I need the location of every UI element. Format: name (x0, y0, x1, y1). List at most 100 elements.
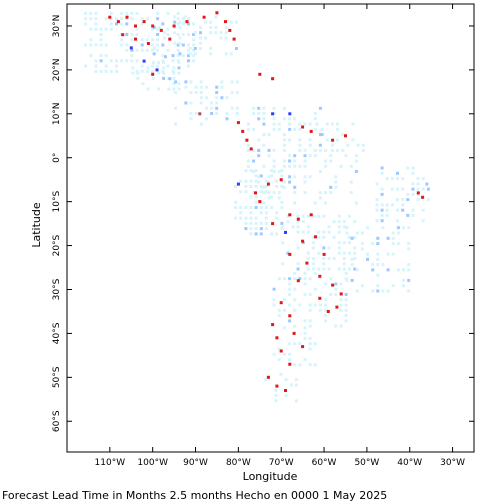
grid-cell (303, 154, 307, 158)
grid-cell (120, 11, 124, 15)
marker-red (108, 15, 112, 19)
grid-cell (322, 267, 326, 271)
grid-cell (171, 69, 175, 73)
grid-cell (239, 179, 243, 183)
grid-cell (230, 106, 234, 110)
grid-cell (348, 267, 351, 271)
grid-cell (396, 198, 399, 202)
grid-cell (272, 170, 276, 173)
grid-cell (176, 33, 180, 36)
grid-cell (120, 43, 124, 47)
marker-pale (425, 182, 429, 186)
grid-cell (351, 122, 355, 126)
grid-cell (162, 76, 166, 80)
grid-cell (406, 166, 410, 170)
grid-cell (130, 38, 134, 42)
grid-cell (94, 22, 98, 26)
grid-cell (254, 232, 258, 236)
grid-cell (215, 96, 219, 100)
grid-cell (156, 38, 160, 42)
marker-red (121, 33, 125, 37)
grid-cell (391, 252, 395, 256)
grid-cell (192, 48, 196, 52)
grid-cell (219, 36, 223, 40)
grid-cell (94, 11, 98, 15)
grid-cell (267, 148, 271, 152)
grid-cell (246, 127, 250, 131)
grid-cell (178, 26, 182, 29)
grid-cell (210, 112, 214, 115)
grid-cell (272, 287, 276, 291)
marker-blue (288, 112, 292, 116)
grid-cell (275, 185, 279, 188)
grid-cell (183, 20, 187, 24)
grid-cell (205, 117, 208, 121)
grid-cell (312, 235, 316, 239)
grid-cell (396, 219, 399, 223)
grid-cell (224, 31, 228, 35)
grid-cell (163, 31, 166, 35)
grid-cell (308, 324, 312, 328)
marker-red (271, 77, 275, 81)
plot-frame (66, 3, 475, 453)
grid-cell (156, 11, 160, 15)
grid-cell (293, 363, 297, 367)
marker-red (416, 191, 420, 195)
grid-cell (125, 59, 129, 63)
grid-cell (341, 148, 345, 152)
grid-cell (239, 206, 243, 209)
grid-cell (249, 169, 253, 173)
marker-red (159, 28, 163, 32)
grid-cell (280, 185, 284, 188)
grid-cell (115, 59, 118, 63)
grid-cell (189, 117, 193, 121)
grid-cell (396, 171, 399, 175)
grid-cell (235, 112, 239, 115)
grid-cell (205, 106, 208, 110)
grid-cell (199, 96, 203, 100)
grid-cell (337, 225, 341, 229)
grid-cell (140, 38, 144, 42)
grid-cell (109, 69, 113, 73)
grid-cell (140, 17, 144, 21)
grid-cell (192, 38, 196, 42)
grid-cell (166, 11, 170, 15)
grid-cell (318, 191, 322, 195)
grid-cell (312, 262, 316, 266)
grid-cell (322, 262, 326, 266)
plot-layer (84, 11, 430, 403)
grid-cell (306, 225, 310, 229)
grid-cell (298, 363, 302, 367)
grid-cell (380, 187, 384, 191)
grid-cell (386, 268, 390, 272)
grid-cell (327, 225, 331, 229)
grid-cell (401, 203, 405, 207)
grid-cell (277, 358, 281, 361)
grid-cell (257, 138, 261, 142)
grid-cell (317, 267, 321, 271)
grid-cell (259, 211, 263, 215)
grid-cell (334, 180, 338, 184)
grid-cell (407, 289, 411, 293)
grid-cell (176, 43, 180, 47)
grid-cell (308, 319, 312, 323)
grid-cell (426, 198, 430, 202)
grid-cell (296, 262, 300, 266)
grid-cell (324, 164, 328, 168)
grid-cell (332, 220, 336, 224)
grid-cell (192, 54, 196, 58)
grid-cell (183, 15, 187, 19)
grid-cell (192, 22, 196, 26)
grid-cell (312, 246, 316, 250)
grid-cell (308, 143, 312, 147)
grid-cell (235, 91, 239, 94)
grid-cell (272, 298, 276, 302)
grid-cell (344, 319, 348, 323)
grid-cell (199, 80, 203, 84)
grid-cell (130, 33, 134, 36)
lon-tick-label: 50°W (354, 458, 379, 468)
marker-red (288, 314, 292, 318)
grid-cell (254, 200, 258, 204)
grid-cell (303, 331, 307, 335)
grid-cell (317, 214, 321, 218)
